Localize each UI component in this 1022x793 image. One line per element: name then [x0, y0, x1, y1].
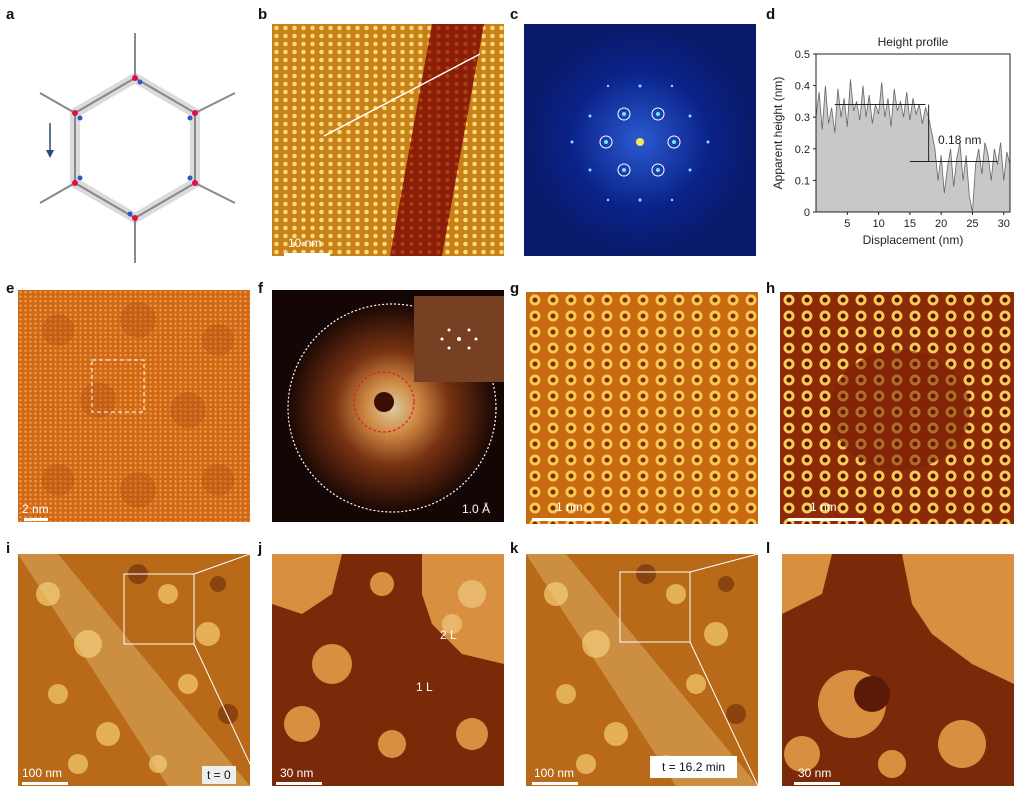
- y-tick-label: 0: [804, 207, 810, 219]
- x-tick-label: 25: [966, 218, 978, 230]
- x-tick-label: 20: [935, 218, 947, 230]
- x-tick-label: 5: [844, 218, 850, 230]
- time-label-k: t = 16.2 min: [650, 756, 738, 778]
- profile-area: [815, 79, 1011, 213]
- afm-image-l: [782, 554, 1014, 786]
- panel-label-h: h: [766, 280, 776, 297]
- y-tick-label: 0.4: [795, 81, 810, 93]
- scale-bar-g: [532, 518, 610, 521]
- fft-image-c: [524, 24, 756, 256]
- panel-label-c: c: [510, 6, 519, 23]
- scale-bar-label-e: 2 nm: [22, 502, 49, 516]
- fft-image-f: [272, 290, 504, 522]
- scale-bar-e: [24, 518, 48, 521]
- height-profile-chart: 0 0.1 0.2 0.3 0.4 0.5 5 10 15 20 25 30 Height profil…: [771, 35, 1011, 247]
- panel-label-g: g: [510, 280, 520, 297]
- scale-bar-label-j: 30 nm: [280, 766, 314, 780]
- panel-label-b: b: [258, 6, 268, 23]
- scale-bar-h: [788, 518, 864, 521]
- y-tick-label: 0.3: [795, 112, 810, 124]
- scale-bar-label-k: 100 nm: [534, 766, 575, 780]
- x-axis-label: Displacement (nm): [863, 233, 964, 247]
- y-tick-label: 0.1: [795, 175, 810, 187]
- panel-label-f: f: [258, 280, 263, 297]
- stm-image-e: [18, 290, 250, 522]
- x-tick-label: 10: [872, 218, 884, 230]
- layer-label-1l: 1 L: [416, 680, 433, 694]
- scale-bar-j: [276, 782, 322, 785]
- scale-bar-i: [22, 782, 68, 785]
- panel-label-k: k: [510, 540, 519, 557]
- scale-bar-k: [532, 782, 578, 785]
- scale-bar-b: [284, 253, 330, 256]
- y-tick-label: 0.2: [795, 144, 810, 156]
- panel-label-l: l: [766, 540, 771, 557]
- y-tick-label: 0.5: [795, 49, 810, 61]
- time-label-i: t = 0: [202, 766, 236, 784]
- scale-bar-label-i: 100 nm: [22, 766, 63, 780]
- stm-image-h: [780, 292, 1014, 524]
- plot-frame: [815, 53, 1011, 213]
- scale-bar-label-l: 30 nm: [798, 766, 832, 780]
- afm-image-j: [272, 554, 504, 786]
- scale-bar-label-b: 10 nm: [288, 236, 322, 250]
- panel-label-d: d: [766, 6, 776, 23]
- afm-image-i: [18, 554, 250, 786]
- scale-bar-l: [794, 782, 840, 785]
- panel-label-a: a: [6, 6, 15, 23]
- panel-label-j: j: [258, 540, 263, 557]
- layer-label-2l: 2 L: [440, 628, 457, 642]
- panel-label-i: i: [6, 540, 11, 557]
- stm-image-g: [526, 292, 758, 524]
- afm-image-k: [526, 554, 758, 786]
- step-height-label: 0.18 nm: [938, 133, 981, 147]
- scale-bar-label-g: 1 nm: [556, 500, 583, 514]
- chart-title: Height profile: [878, 35, 949, 49]
- panel-label-e: e: [6, 280, 15, 297]
- scale-bar-label-h: 1 nm: [810, 500, 837, 514]
- stm-image-b: [272, 24, 504, 256]
- x-tick-label: 30: [998, 218, 1010, 230]
- y-axis-label: Apparent height (nm): [771, 77, 785, 190]
- resolution-label: 1.0 Å: [462, 502, 491, 516]
- x-tick-label: 15: [904, 218, 916, 230]
- molecular-structure-diagram: [39, 33, 236, 263]
